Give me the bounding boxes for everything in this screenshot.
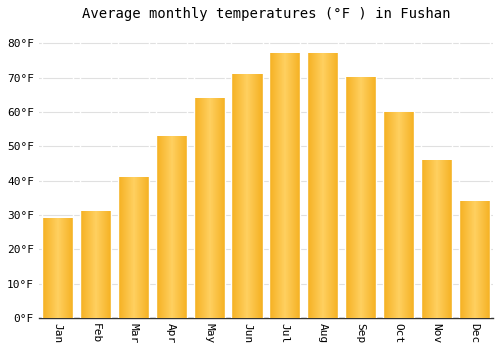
Bar — [458, 201, 490, 318]
Bar — [118, 177, 149, 318]
Bar — [194, 98, 224, 318]
Bar — [232, 74, 262, 318]
Title: Average monthly temperatures (°F ) in Fushan: Average monthly temperatures (°F ) in Fu… — [82, 7, 450, 21]
Bar — [270, 54, 300, 318]
Bar — [42, 218, 74, 318]
Bar — [307, 54, 338, 318]
Bar — [421, 160, 452, 318]
Bar — [80, 211, 111, 318]
Bar — [383, 112, 414, 318]
Bar — [345, 78, 376, 318]
Bar — [156, 136, 187, 318]
